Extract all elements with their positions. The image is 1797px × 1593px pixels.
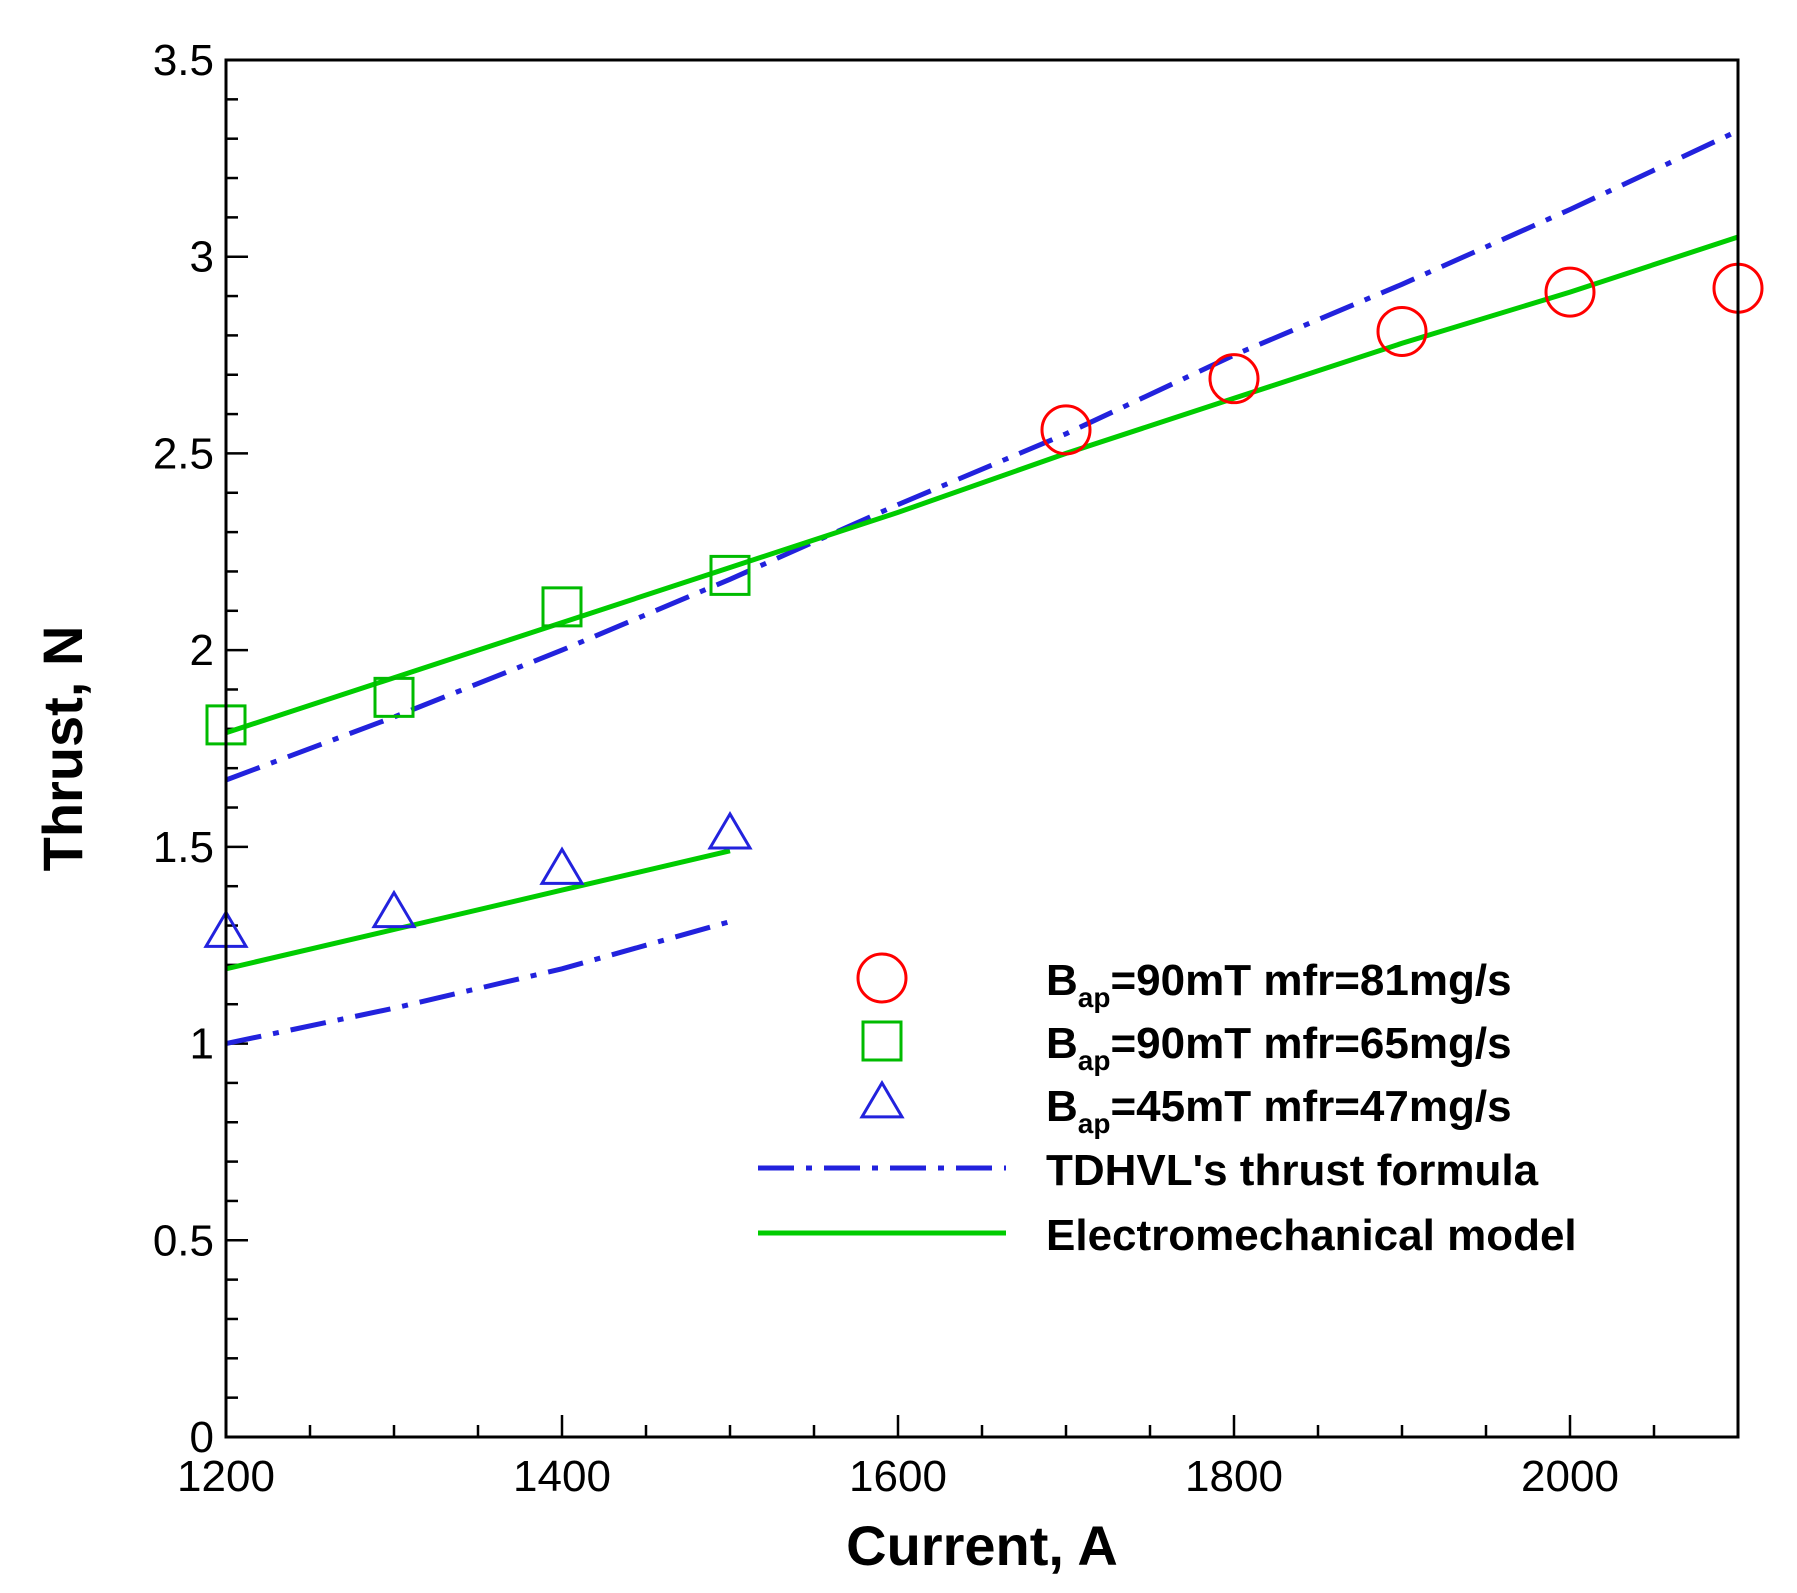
legend-triangle-marker	[859, 1079, 905, 1119]
y-tick-label: 1	[190, 1020, 214, 1069]
y-axis-title: Thrust, N	[31, 626, 94, 872]
data-markers	[203, 262, 1764, 948]
legend-label-main: B	[1046, 1019, 1078, 1068]
square-marker	[541, 586, 583, 628]
legend-label-rest: =90mT mfr=81mg/s	[1110, 956, 1511, 1005]
triangle-marker	[371, 889, 417, 929]
circle-marker	[1208, 353, 1260, 405]
legend-square-marker	[861, 1020, 903, 1062]
legend-label-rest: =90mT mfr=65mg/s	[1110, 1019, 1511, 1068]
y-tick-label: 0.5	[153, 1216, 214, 1265]
legend-entry: TDHVL's thrust formula	[758, 1146, 1539, 1195]
tick-labels: 1200 1400 1600 1800 2000 0 0.5 1 1.5 2 2.5 3 3.5	[153, 36, 1619, 1501]
legend-label: Bap=90mT mfr=65mg/s	[1046, 1019, 1512, 1076]
legend-entry: Bap=90mT mfr=81mg/s	[856, 952, 1512, 1013]
electromechanical-model-line	[225, 848, 731, 972]
y-tick-label: 0	[190, 1413, 214, 1462]
triangle-marker	[707, 811, 753, 850]
circle-marker	[1376, 305, 1428, 357]
legend-label-subscript: ap	[1078, 1108, 1111, 1139]
y-tick-label: 2	[190, 626, 214, 675]
tdhvl-formula-line	[225, 128, 1740, 783]
legend-label: Bap=90mT mfr=81mg/s	[1046, 956, 1512, 1013]
circle-marker	[1544, 266, 1596, 318]
electromechanical-model-line	[225, 234, 1739, 736]
legend-label-main: B	[1046, 956, 1078, 1005]
tdhvl-formula-line	[225, 919, 731, 1047]
x-axis-title: Current, A	[846, 1514, 1118, 1577]
legend-label-main: B	[1046, 1082, 1078, 1131]
x-tick-label: 2000	[1521, 1452, 1619, 1501]
square-marker	[709, 554, 751, 596]
model-lines	[225, 128, 1740, 1047]
y-tick-label: 3.5	[153, 36, 214, 85]
legend-label: Bap=45mT mfr=47mg/s	[1046, 1082, 1512, 1139]
legend-label-rest: =45mT mfr=47mg/s	[1110, 1082, 1511, 1131]
legend-label-subscript: ap	[1078, 982, 1111, 1013]
legend-entry: Bap=90mT mfr=65mg/s	[861, 1019, 1512, 1076]
legend-entry: Electromechanical model	[758, 1211, 1577, 1260]
x-tick-label: 1600	[849, 1452, 947, 1501]
triangle-marker	[539, 846, 585, 885]
x-tick-label: 1200	[177, 1452, 275, 1501]
legend-label-subscript: ap	[1078, 1045, 1111, 1076]
legend-entry: Bap=45mT mfr=47mg/s	[859, 1079, 1512, 1139]
legend-circle-marker	[856, 952, 908, 1004]
circle-marker	[1040, 404, 1092, 456]
y-tick-label: 2.5	[153, 429, 214, 478]
legend-label: Electromechanical model	[1046, 1211, 1577, 1260]
legend-label: TDHVL's thrust formula	[1046, 1146, 1539, 1195]
x-tick-label: 1400	[513, 1452, 611, 1501]
x-tick-label: 1800	[1185, 1452, 1283, 1501]
square-marker	[373, 676, 415, 718]
y-tick-label: 1.5	[153, 823, 214, 872]
plot-frame	[224, 58, 1740, 1439]
y-tick-label: 3	[190, 233, 214, 282]
